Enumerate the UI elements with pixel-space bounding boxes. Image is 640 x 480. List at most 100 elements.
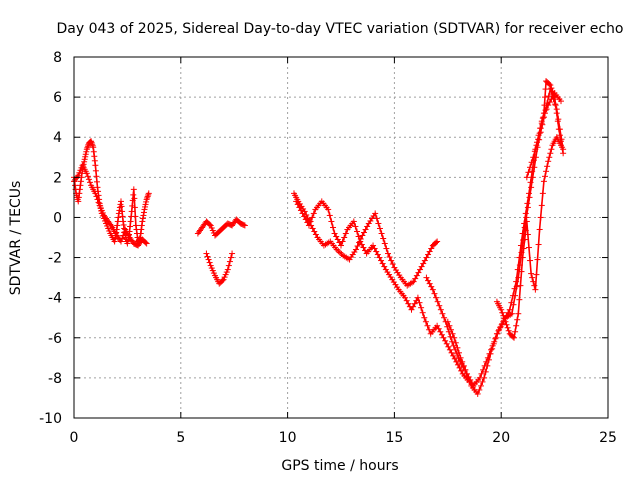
data-point xyxy=(97,204,104,211)
data-point xyxy=(434,238,441,245)
data-point xyxy=(438,331,445,338)
data-point xyxy=(115,210,122,217)
data-point xyxy=(454,361,461,368)
data-point xyxy=(448,349,455,356)
data-point xyxy=(142,203,149,210)
data-point xyxy=(451,334,458,341)
data-point xyxy=(331,230,338,237)
data-point xyxy=(87,179,94,186)
data-point xyxy=(413,297,420,304)
data-point xyxy=(402,294,409,301)
data-point xyxy=(541,94,548,101)
data-point xyxy=(554,118,561,125)
data-point xyxy=(410,303,417,310)
data-point xyxy=(505,327,512,334)
data-point xyxy=(448,326,455,333)
data-point xyxy=(474,390,481,397)
data-point xyxy=(352,223,359,230)
data-point xyxy=(425,251,432,258)
plot-frame xyxy=(73,56,609,419)
data-point xyxy=(95,199,102,206)
data-point xyxy=(85,176,92,183)
data-point xyxy=(376,254,383,261)
data-point xyxy=(388,257,395,264)
data-point xyxy=(480,366,487,373)
data-point xyxy=(445,343,452,350)
data-point xyxy=(206,221,213,228)
data-point xyxy=(552,102,559,109)
data-point xyxy=(536,226,543,233)
data-point xyxy=(305,222,312,229)
data-point xyxy=(296,204,303,211)
data-point xyxy=(534,256,541,263)
data-point xyxy=(312,231,319,238)
data-point xyxy=(77,178,84,185)
data-point xyxy=(208,224,215,231)
data-point xyxy=(450,352,457,359)
data-point xyxy=(530,154,537,161)
data-point xyxy=(383,245,390,252)
y-tick-label: -2 xyxy=(48,251,62,267)
data-point xyxy=(556,132,563,139)
data-point xyxy=(497,323,504,330)
data-point xyxy=(111,238,118,245)
data-point xyxy=(504,324,511,331)
data-point xyxy=(240,221,247,228)
data-point xyxy=(119,235,126,242)
x-tick-label: 0 xyxy=(70,430,79,446)
data-point xyxy=(76,190,83,197)
data-point xyxy=(220,276,227,283)
data-point xyxy=(527,257,534,264)
data-point xyxy=(498,306,505,313)
data-point xyxy=(226,258,233,265)
data-point xyxy=(506,306,513,313)
data-point xyxy=(545,158,552,165)
data-point xyxy=(370,242,377,249)
data-point xyxy=(341,234,348,241)
data-point xyxy=(389,261,396,268)
data-point xyxy=(516,296,523,303)
y-tick-label: -4 xyxy=(48,291,62,307)
x-tick-label: 20 xyxy=(492,430,510,446)
data-point xyxy=(496,326,503,333)
data-point xyxy=(540,178,547,185)
y-tick-label: 8 xyxy=(53,50,62,66)
data-point xyxy=(509,333,516,340)
data-point xyxy=(527,164,534,171)
data-point xyxy=(464,370,471,377)
data-point xyxy=(500,312,507,319)
data-point xyxy=(130,191,137,198)
data-point xyxy=(436,302,443,309)
data-point xyxy=(206,259,213,266)
data-point xyxy=(91,153,98,160)
data-point xyxy=(440,334,447,341)
data-point xyxy=(492,334,499,341)
data-point xyxy=(143,240,150,247)
data-point xyxy=(127,218,134,225)
data-point xyxy=(511,334,518,341)
data-point xyxy=(411,300,418,307)
data-point xyxy=(454,344,461,351)
data-point xyxy=(548,85,555,92)
data-point xyxy=(428,283,435,290)
data-point xyxy=(435,325,442,332)
data-point xyxy=(139,215,146,222)
data-point xyxy=(541,173,548,180)
data-point xyxy=(310,210,317,217)
data-point xyxy=(117,198,124,205)
data-point xyxy=(512,292,519,299)
data-point xyxy=(117,238,124,245)
data-point xyxy=(426,280,433,287)
data-point xyxy=(358,241,365,248)
data-point xyxy=(423,254,430,261)
data-point xyxy=(119,208,126,215)
data-point xyxy=(119,213,126,220)
data-point xyxy=(210,270,217,277)
data-point xyxy=(521,236,528,243)
data-point xyxy=(131,204,138,211)
data-point xyxy=(437,328,444,335)
axis-ticks: 0 5 10 15 20 25 -10 -8 -6 -4 -2 0 2 4 6 8 xyxy=(39,50,617,446)
x-tick-label: 10 xyxy=(279,430,297,446)
data-point xyxy=(334,236,341,243)
data-point xyxy=(373,215,380,222)
